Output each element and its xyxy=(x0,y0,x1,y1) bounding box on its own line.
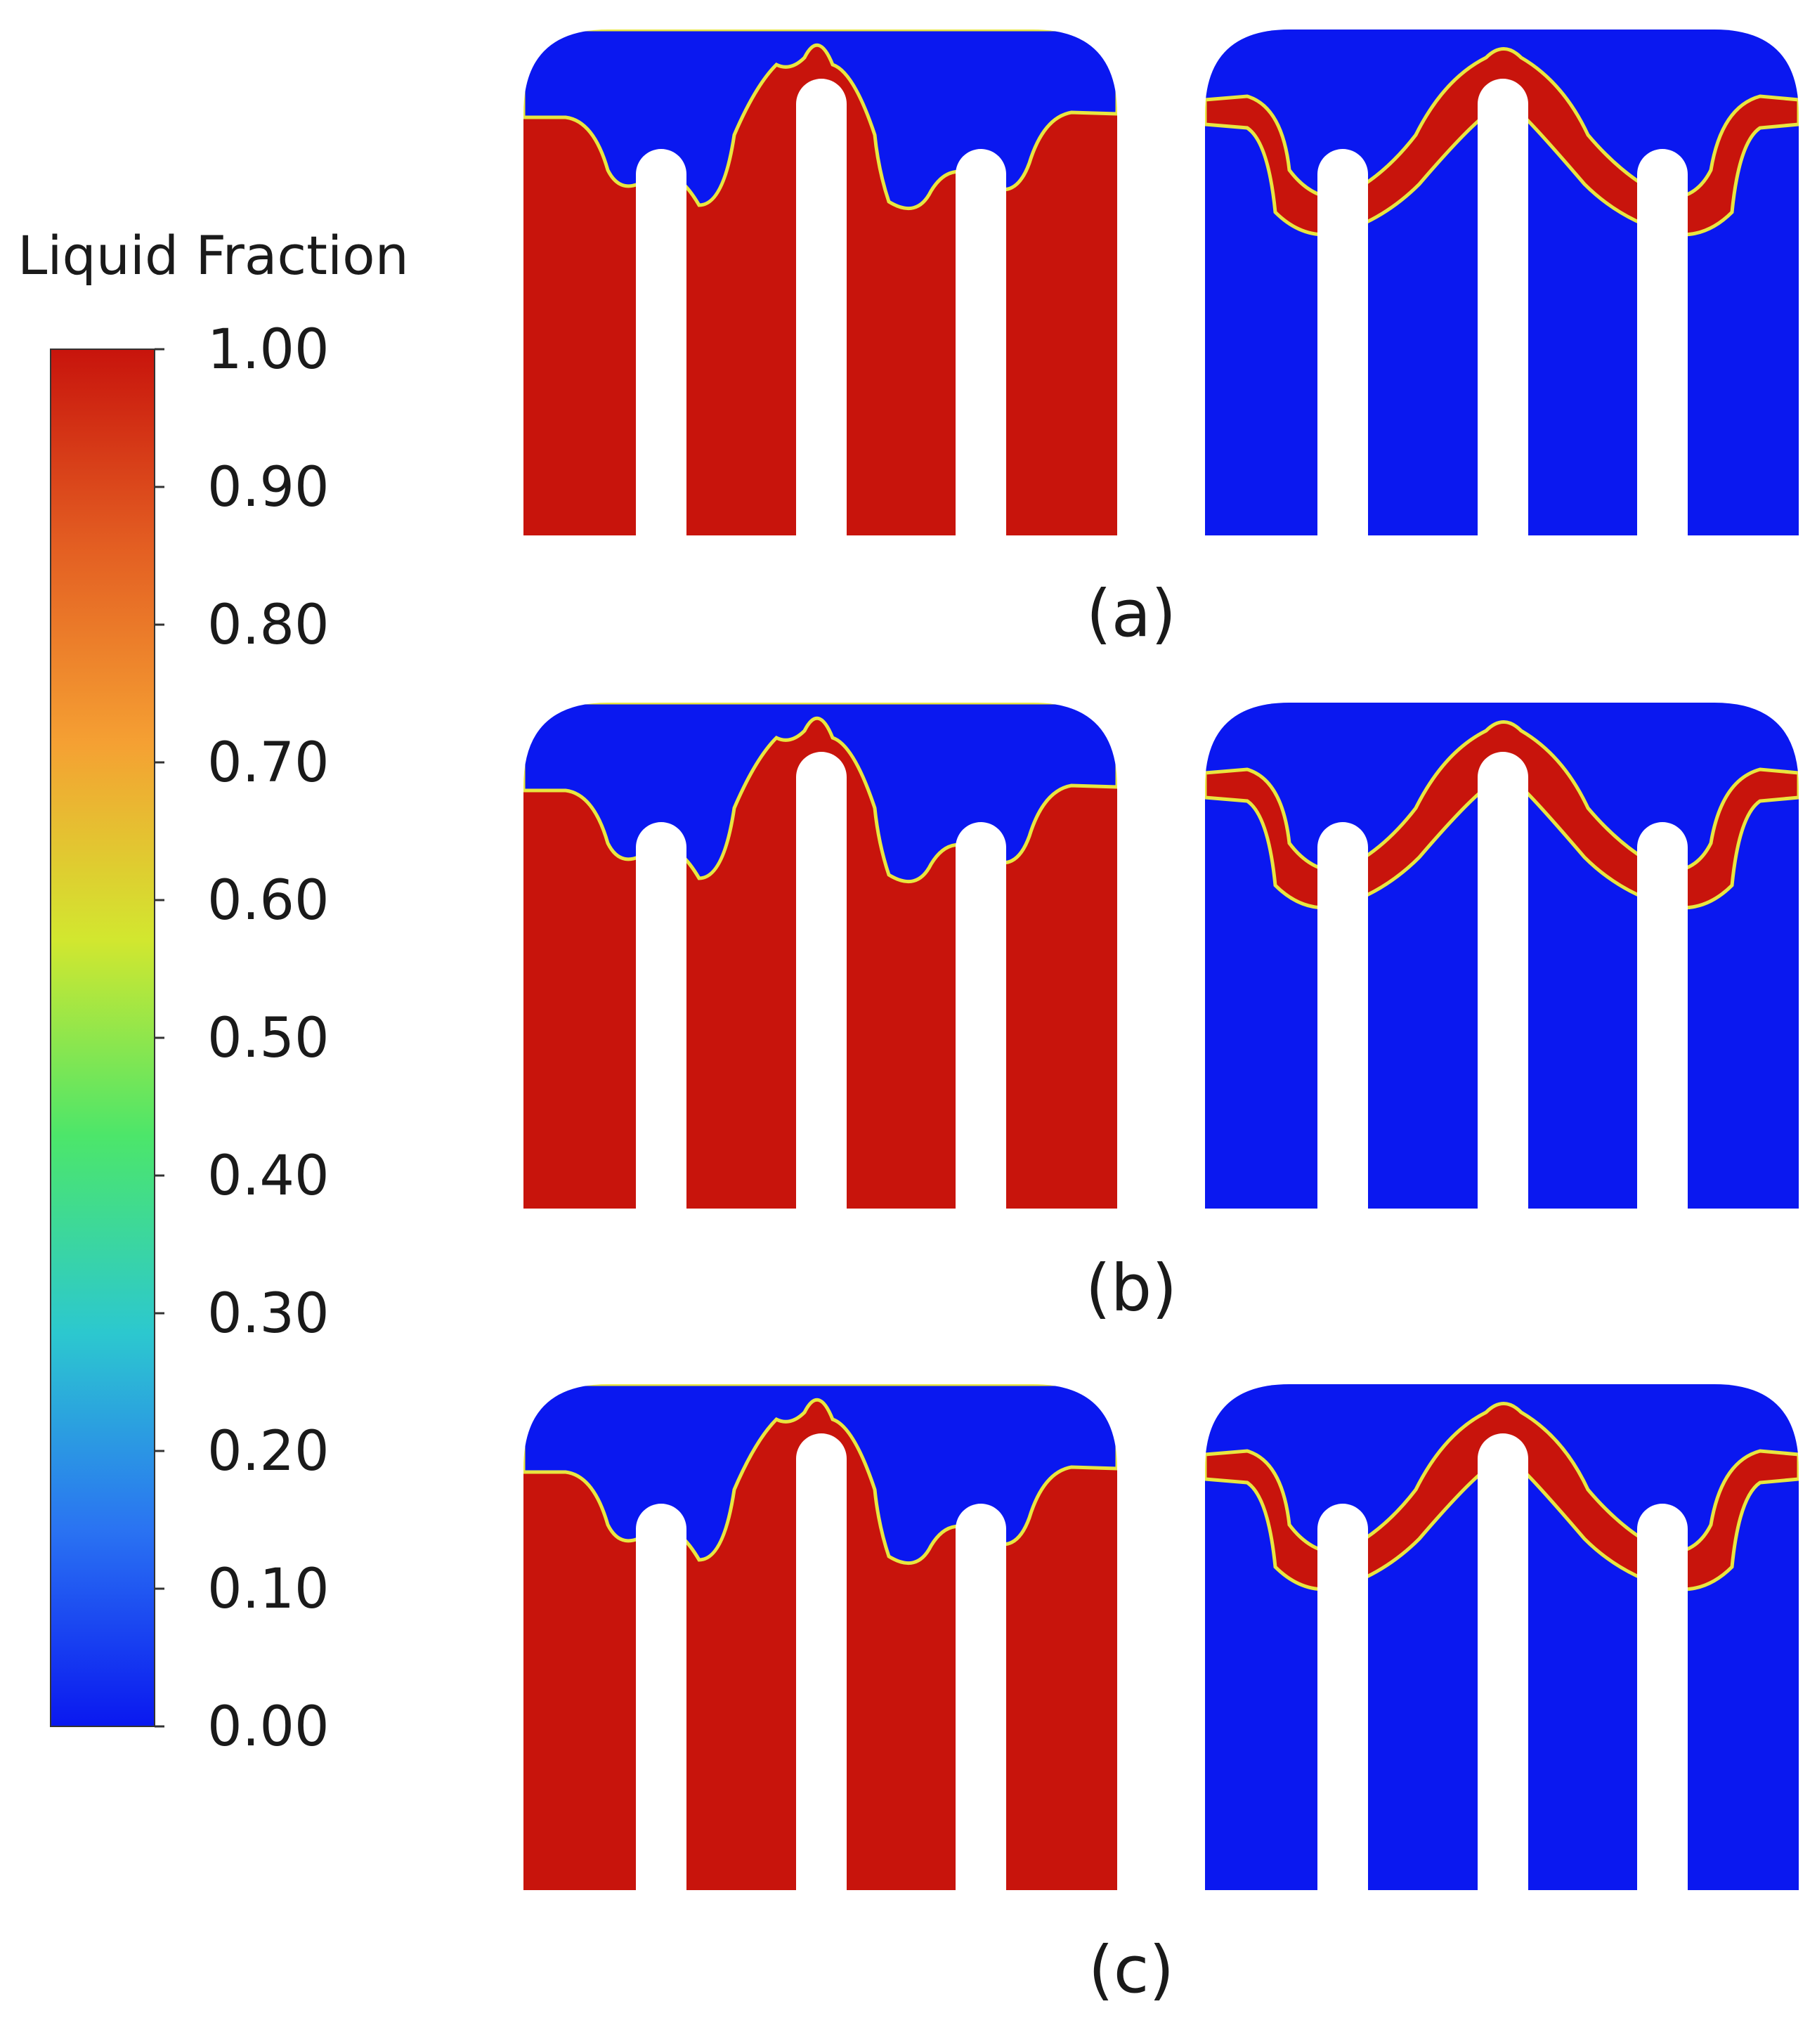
colorbar-tick-label: 0.70 xyxy=(207,731,330,795)
colorbar-tick-label: 0.00 xyxy=(207,1695,330,1759)
solid-region xyxy=(1205,30,1799,535)
liquid-fraction-map-right xyxy=(1205,30,1799,535)
colorbar-bar xyxy=(50,349,155,1727)
colorbar-tick-label: 1.00 xyxy=(207,318,330,382)
colorbar-tick-label: 0.40 xyxy=(207,1145,330,1208)
colorbar-tick-label: 0.30 xyxy=(207,1282,330,1346)
liquid-fraction-map-left xyxy=(523,1384,1117,1890)
colorbar-tick-label: 0.50 xyxy=(207,1007,330,1070)
liquid-fraction-map-right xyxy=(1205,703,1799,1209)
solid-region xyxy=(1205,703,1799,1209)
melted-region xyxy=(1205,720,1799,910)
colorbar: Liquid Fraction 1.00 0.90 0.80 0.70 0.60 0.50… xyxy=(18,224,409,1759)
panels: (a) (b) (c) xyxy=(523,30,1799,2007)
solid-region xyxy=(523,30,1117,211)
panel-a: (a) xyxy=(523,30,1799,651)
panel-label: (b) xyxy=(1086,1251,1177,1326)
melted-region xyxy=(1205,1402,1799,1591)
solid-region xyxy=(1205,1384,1799,1890)
panel-label: (a) xyxy=(1086,576,1176,651)
panel-label: (c) xyxy=(1088,1932,1174,2007)
liquid-fraction-map-right xyxy=(1205,1384,1799,1890)
colorbar-tick-label: 0.60 xyxy=(207,869,330,932)
liquid-fraction-map-left xyxy=(523,30,1117,535)
colorbar-tick-label: 0.90 xyxy=(207,456,330,519)
liquid-fraction-map-left xyxy=(523,703,1117,1209)
solid-region xyxy=(523,1384,1117,1565)
colorbar-tick-label: 0.10 xyxy=(207,1558,330,1621)
colorbar-tick-label: 0.20 xyxy=(207,1420,330,1483)
panel-c: (c) xyxy=(523,1384,1799,2007)
melted-region xyxy=(1205,47,1799,237)
panel-b: (b) xyxy=(523,703,1799,1326)
colorbar-ticks: 1.00 0.90 0.80 0.70 0.60 0.50 0.40 0.30 0.20 0.10… xyxy=(155,318,330,1759)
solid-region xyxy=(523,703,1117,884)
colorbar-tick-label: 0.80 xyxy=(207,594,330,657)
colorbar-title: Liquid Fraction xyxy=(18,224,409,287)
